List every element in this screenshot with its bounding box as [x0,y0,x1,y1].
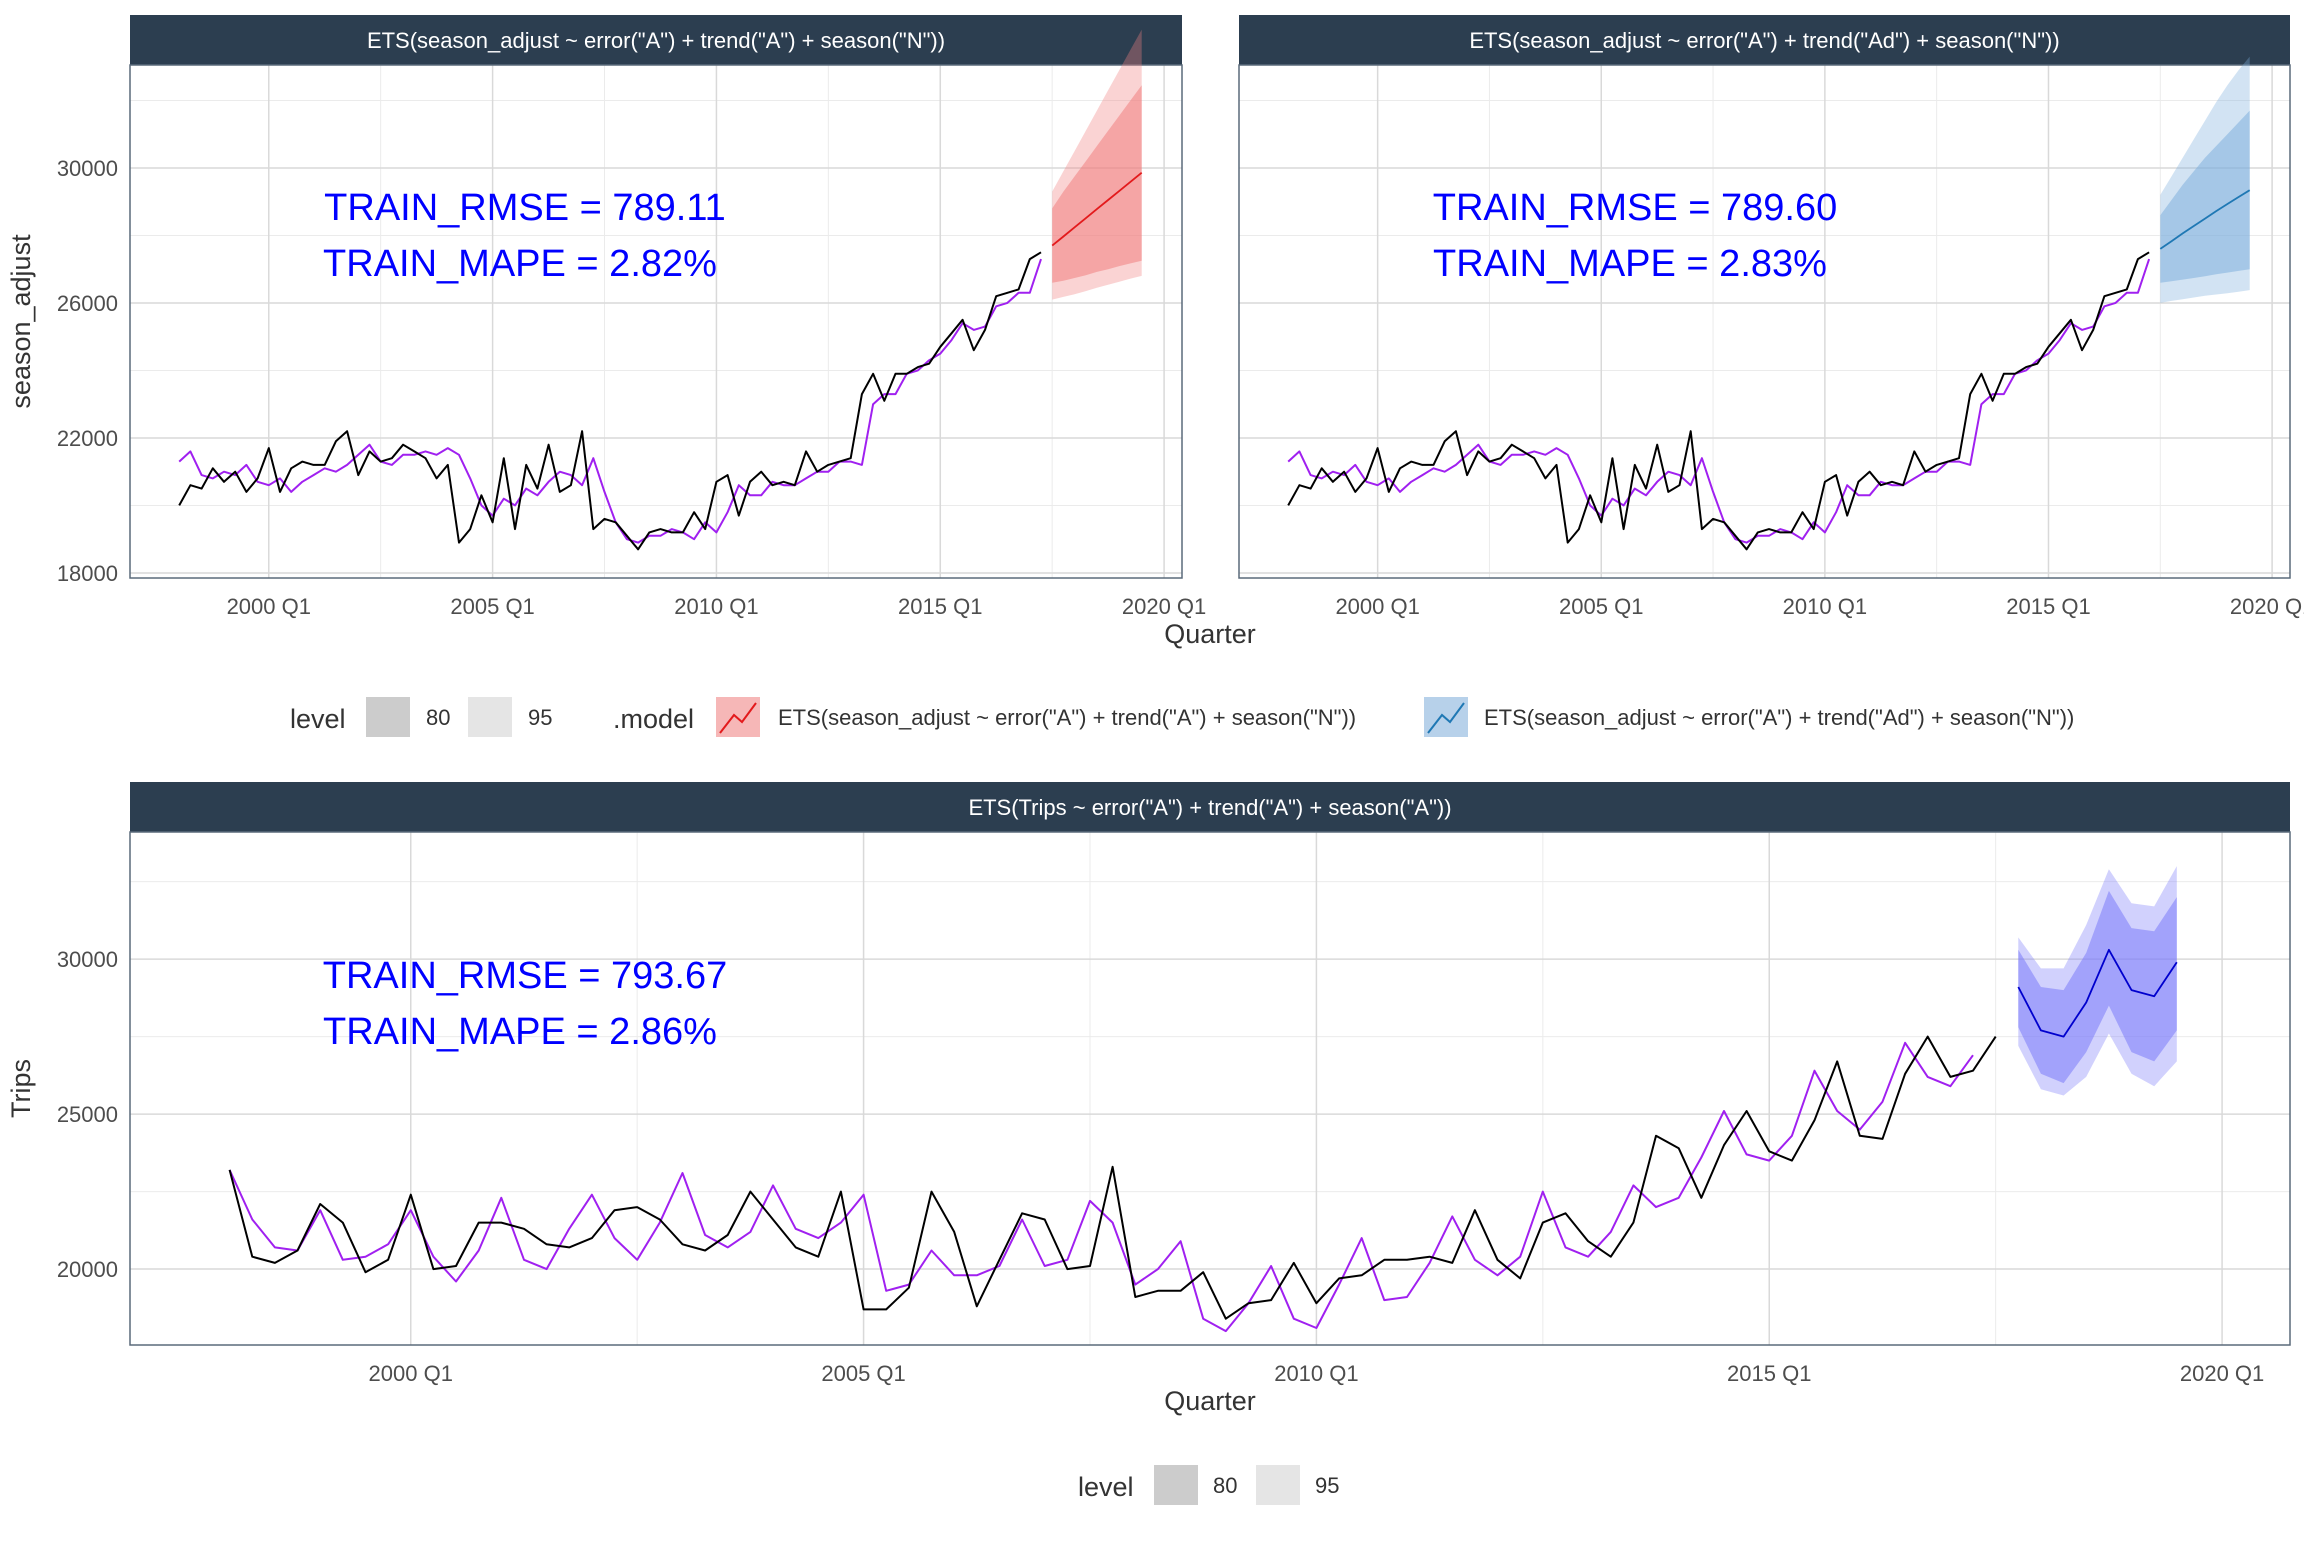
x-axis-title: Quarter [1164,1386,1256,1416]
legend-label-95: 95 [528,705,552,730]
x-tick-label: 2020 Q1 [2180,1361,2264,1386]
x-tick-label: 2000 Q1 [227,594,311,619]
y-tick-label: 30000 [57,947,118,972]
panel-border [1238,64,2291,579]
forecast-interval-80 [1052,85,1142,283]
legend-label-95: 95 [1315,1473,1339,1498]
x-tick-label: 2005 Q1 [821,1361,905,1386]
fitted-line [178,258,1042,544]
y-tick-label: 30000 [57,156,118,181]
legend-model-label-2: ETS(season_adjust ~ error("A") + trend("… [1484,705,2074,730]
x-tick-label: 2000 Q1 [369,1361,453,1386]
x-tick-label: 2010 Q1 [1274,1361,1358,1386]
train-mape-label: TRAIN_MAPE = 2.86% [323,1011,717,1053]
legend-label-80: 80 [426,705,450,730]
train-rmse-label: TRAIN_RMSE = 789.60 [1433,187,1837,229]
panel-strip [130,782,2290,832]
legend-top: level 80 95 .model ETS(season_adjust ~ error… [290,697,2074,737]
legend-model-label-1: ETS(season_adjust ~ error("A") + trend("… [778,705,1356,730]
panel-strip [130,15,1182,65]
train-rmse-label: TRAIN_RMSE = 789.11 [324,187,726,229]
y-tick-label: 25000 [57,1102,118,1127]
legend-key-80 [1154,1465,1198,1505]
forecast-mean-line [1051,172,1143,247]
forecast-mean-line [2159,189,2251,250]
x-tick-label: 2005 Q1 [450,594,534,619]
x-tick-label: 2005 Q1 [1559,594,1643,619]
legend-label-80: 80 [1213,1473,1237,1498]
legend-key-95 [468,697,512,737]
x-tick-label: 2000 Q1 [1335,594,1419,619]
y-tick-label: 20000 [57,1257,118,1282]
x-tick-label: 2010 Q1 [1783,594,1867,619]
legend-level-title: level [1078,1472,1134,1502]
legend-model-title: .model [613,704,694,734]
train-rmse-label: TRAIN_RMSE = 793.67 [323,955,727,997]
panel-border [129,64,1183,579]
train-mape-label: TRAIN_MAPE = 2.83% [1433,243,1827,285]
actual-line [228,1035,1997,1320]
legend-key-80 [366,697,410,737]
panel-strip [1239,15,2290,65]
actual-line [178,251,1042,551]
fitted-line [228,1041,1974,1333]
legend-model-line-2 [1427,702,1465,734]
panel-title: ETS(season_adjust ~ error("A") + trend("… [1469,28,2059,53]
fitted-line [1287,258,2151,544]
forecast-interval-80 [2160,110,2250,283]
y-tick-label: 26000 [57,291,118,316]
x-tick-label: 2020 Q1 [1122,594,1206,619]
x-tick-label: 2020 Q1 [2230,594,2304,619]
chart-panel-1: ETS(season_adjust ~ error("A") + trend("… [6,15,1256,649]
x-tick-label: 2015 Q1 [1727,1361,1811,1386]
legend-key-95 [1256,1465,1300,1505]
panel-title: ETS(season_adjust ~ error("A") + trend("… [367,28,945,53]
y-axis-title: season_adjust [6,234,36,409]
forecast-mean-line [2017,948,2178,1038]
x-axis-title: Quarter [1164,619,1256,649]
x-tick-label: 2010 Q1 [674,594,758,619]
chart-panel-3: ETS(Trips ~ error("A") + trend("A") + se… [6,782,2291,1416]
legend-level-title: level [290,704,346,734]
x-tick-label: 2015 Q1 [898,594,982,619]
panel-title: ETS(Trips ~ error("A") + trend("A") + se… [968,795,1451,820]
actual-line [1287,251,2150,551]
y-tick-label: 22000 [57,426,118,451]
legend-model-line-1 [719,702,757,734]
train-mape-label: TRAIN_MAPE = 2.82% [323,243,717,285]
y-tick-label: 18000 [57,561,118,586]
y-axis-title: Trips [6,1059,36,1118]
x-tick-label: 2015 Q1 [2006,594,2090,619]
panel-border [129,831,2291,1346]
chart-panel-2: ETS(season_adjust ~ error("A") + trend("… [1238,15,2304,619]
legend-bottom: level 80 95 [1078,1465,1339,1505]
